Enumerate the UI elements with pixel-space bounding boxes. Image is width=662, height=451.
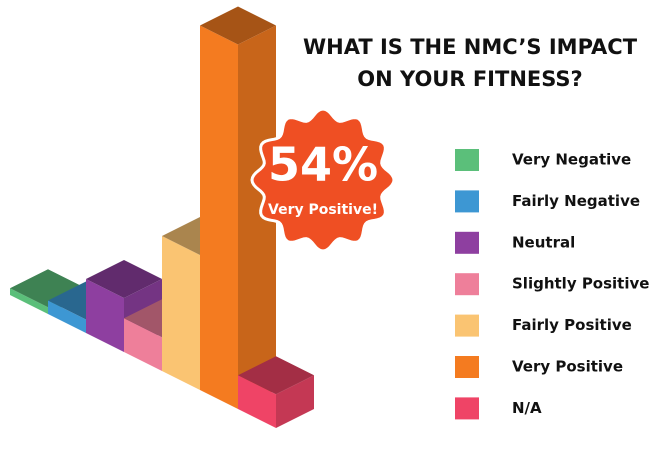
legend-swatch — [455, 314, 479, 337]
badge — [250, 107, 396, 253]
legend-label: Slightly Positive — [512, 275, 649, 293]
legend-label: Fairly Positive — [512, 316, 632, 334]
legend-label: Fairly Negative — [512, 192, 640, 210]
legend-swatch — [455, 231, 479, 254]
bar-front — [48, 300, 86, 333]
legend-swatch — [455, 397, 479, 420]
bar-top — [86, 260, 162, 298]
legend-label: N/A — [512, 399, 542, 417]
bar — [200, 6, 276, 409]
bar-top — [200, 6, 276, 45]
chart-title: ON YOUR FITNESS? — [357, 67, 582, 91]
legend-swatch — [455, 149, 479, 171]
bar-side — [276, 375, 314, 428]
bar-front — [10, 288, 48, 314]
legend-label: Neutral — [512, 233, 575, 251]
bar-front — [162, 236, 200, 390]
annotation: Very Positive! — [268, 202, 378, 218]
value-label: 54% — [268, 138, 378, 192]
bar — [238, 356, 314, 428]
chart-title: WHAT IS THE NMC’S IMPACT — [303, 35, 638, 59]
bar-front — [238, 375, 276, 428]
bar-front — [124, 318, 162, 371]
bar-side — [238, 25, 276, 409]
legend-swatch — [455, 356, 479, 378]
legend-swatch — [455, 190, 479, 213]
legend-label: Very Negative — [512, 151, 631, 169]
bar-front — [200, 25, 238, 409]
bar-front — [86, 279, 124, 352]
legend-label: Very Positive — [512, 358, 623, 376]
bar-top — [238, 356, 314, 395]
legend-swatch — [455, 273, 479, 296]
